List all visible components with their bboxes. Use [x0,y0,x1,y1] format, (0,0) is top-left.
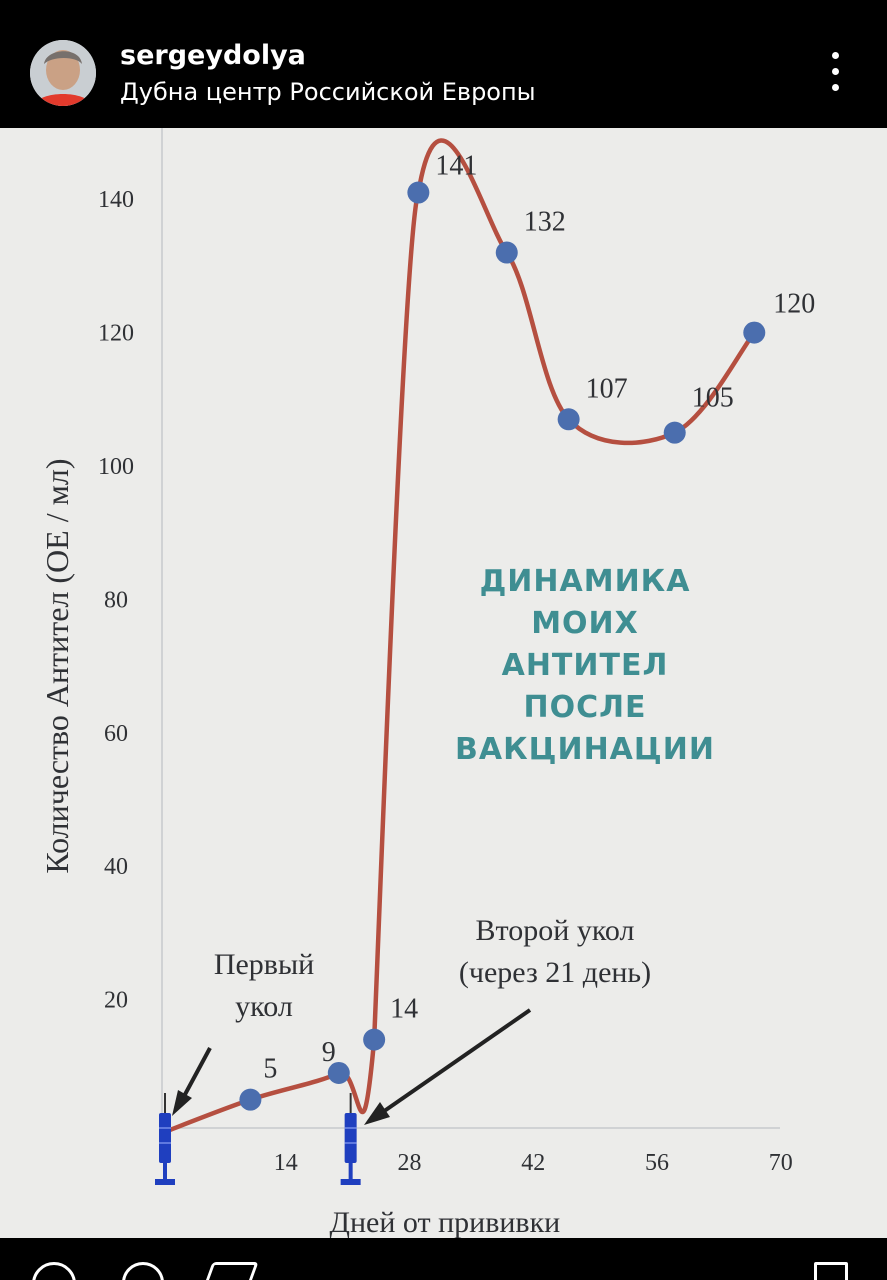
username[interactable]: sergeydolya [120,40,306,71]
annotation-first-dose: укол [235,990,293,1023]
data-label: 5 [263,1054,277,1085]
y-tick-label: 140 [98,187,134,213]
data-point [327,1061,350,1084]
action-bar [0,1238,887,1280]
data-point [363,1028,386,1051]
y-tick-label: 20 [104,988,128,1014]
user-avatar-icon[interactable] [30,40,96,106]
data-label: 141 [435,151,477,182]
y-tick-label: 80 [104,587,128,613]
y-axis-label: Количество Антител (ОЕ / мл) [39,459,75,874]
data-label: 14 [390,994,418,1025]
data-label: 132 [524,207,566,238]
x-axis-label: Дней от прививки [330,1206,561,1238]
send-icon[interactable] [199,1262,259,1280]
antibody-chart: 20 40 60 80 100 120 140 14 28 42 56 70 Количество … [39,128,815,1238]
y-tick-label: 120 [98,321,134,347]
data-label: 105 [692,383,734,414]
y-tick-label: 40 [104,854,128,880]
data-label: 9 [322,1037,336,1068]
chart-title-line: ДИНАМИКА [480,564,691,599]
annotation-second-dose: Второй укол [476,914,635,947]
x-tick-label: 70 [769,1150,793,1176]
arrow-first-dose [180,1047,212,1101]
x-tick-label: 56 [645,1150,669,1176]
arrow-second-dose [378,1008,532,1116]
annotation-second-dose: (через 21 день) [459,956,651,989]
data-point [239,1088,262,1111]
post-header: sergeydolya Дубна центр Российской Европ… [0,0,887,128]
chart-title-line: АНТИТЕЛ [502,648,669,683]
arrowhead-first-dose [172,1090,192,1116]
data-label: 120 [773,289,815,320]
annotation-first-dose: Первый [214,948,314,981]
data-point [495,241,518,264]
x-tick-label: 42 [521,1150,545,1176]
x-tick-label: 28 [398,1150,422,1176]
data-point [743,321,766,344]
chart-title-line: ПОСЛЕ [523,690,646,725]
bookmark-icon[interactable] [814,1262,848,1280]
location[interactable]: Дубна центр Российской Европы [120,78,536,106]
y-tick-label: 100 [98,454,134,480]
more-vertical-icon[interactable] [818,52,852,96]
syringe-icon [155,1093,175,1185]
arrowhead-second-dose [364,1102,390,1125]
heart-icon[interactable] [32,1262,76,1280]
data-point [407,181,430,204]
chart-title-line: ВАКЦИНАЦИИ [455,732,715,767]
chart-axes [161,128,780,1129]
data-point [663,421,686,444]
x-tick-label: 14 [274,1150,298,1176]
comment-icon[interactable] [122,1262,164,1280]
y-tick-label: 60 [104,721,128,747]
syringe-icon [340,1093,361,1185]
post-image: 20 40 60 80 100 120 140 14 28 42 56 70 Количество … [0,128,887,1238]
chart-title-line: МОИХ [531,606,639,641]
data-point [557,408,580,431]
data-label: 107 [586,373,628,404]
